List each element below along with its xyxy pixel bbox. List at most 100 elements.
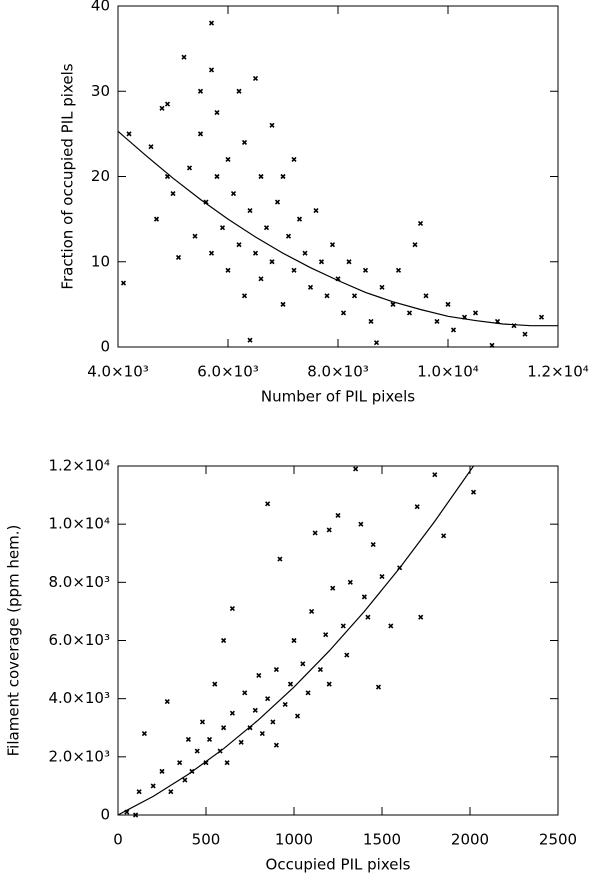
data-point [434, 318, 440, 324]
data-point [229, 710, 235, 716]
data-point [126, 131, 132, 137]
data-point [358, 521, 364, 527]
x-tick-label: 4.0×10³ [87, 363, 149, 381]
data-point [368, 318, 374, 324]
data-point [347, 579, 353, 585]
data-point [192, 233, 198, 239]
data-point [181, 54, 187, 60]
data-point [241, 139, 248, 145]
data-point [259, 731, 265, 737]
data-point [247, 208, 253, 214]
data-point [141, 731, 147, 737]
data-point [273, 667, 279, 673]
x-tick-label: 500 [192, 831, 221, 849]
data-point [182, 777, 188, 783]
data-point [379, 284, 385, 290]
data-point [450, 327, 457, 333]
data-point [252, 707, 258, 713]
data-point [252, 75, 259, 82]
data-point [258, 173, 264, 180]
data-point [168, 789, 174, 795]
data-point [538, 314, 545, 320]
data-point [236, 88, 242, 94]
data-point [224, 760, 230, 766]
data-point [265, 501, 271, 507]
y-tick-label: 1.2×10⁴ [48, 457, 110, 475]
data-point [242, 690, 248, 696]
data-point [280, 173, 286, 180]
data-point [185, 736, 191, 742]
data-point [296, 216, 303, 222]
data-point [199, 719, 206, 725]
data-point [282, 701, 288, 708]
data-point [270, 719, 276, 725]
y-tick-label: 0 [100, 338, 110, 356]
data-point [329, 242, 336, 248]
data-point [225, 156, 231, 163]
x-tick-label: 2500 [539, 831, 577, 849]
x-tick-label: 8.0×10³ [307, 363, 369, 381]
data-point [313, 208, 319, 214]
y-tick-label: 0 [100, 806, 110, 824]
data-point [335, 512, 341, 519]
y-axis-label: Filament coverage (ppm hem.) [5, 525, 23, 757]
data-point [159, 105, 165, 111]
data-point [256, 672, 262, 678]
data-point [225, 267, 231, 273]
data-point [362, 267, 369, 273]
data-point [365, 614, 371, 620]
data-point [285, 233, 292, 239]
data-point [159, 768, 165, 774]
y-axis-label: Fraction of occupied PIL pixels [59, 63, 77, 289]
y-tick-label: 6.0×10³ [48, 631, 110, 649]
data-point [265, 696, 271, 702]
data-point [208, 67, 215, 73]
data-point [208, 250, 215, 256]
data-point [353, 466, 359, 472]
data-point [203, 199, 209, 205]
y-tick-label: 10 [91, 252, 110, 270]
data-point [445, 301, 451, 307]
data-point [417, 220, 424, 226]
data-point [219, 225, 226, 231]
fit-curve [117, 465, 475, 816]
data-point [379, 573, 385, 580]
data-point [318, 259, 325, 265]
y-tick-label: 30 [91, 82, 110, 100]
data-point [418, 614, 424, 620]
y-tick-label: 4.0×10³ [48, 689, 110, 707]
data-point [406, 310, 413, 316]
data-point [373, 340, 380, 346]
data-point [214, 173, 220, 180]
x-tick-label: 1500 [363, 831, 401, 849]
data-point [263, 225, 270, 231]
data-point [326, 681, 332, 687]
data-point [133, 812, 139, 818]
data-point [238, 739, 244, 745]
data-point [388, 623, 394, 629]
data-point [221, 637, 227, 644]
data-point [273, 742, 279, 748]
data-point [252, 250, 259, 256]
x-axis-label: Number of PIL pixels [261, 388, 415, 406]
data-point [175, 254, 182, 261]
data-point [150, 783, 156, 789]
data-point [522, 331, 528, 337]
data-point [291, 156, 297, 163]
data-point [291, 267, 297, 273]
data-point [346, 259, 352, 265]
data-point [197, 131, 204, 137]
data-point [375, 684, 382, 690]
data-point [323, 632, 329, 638]
data-point [423, 293, 429, 299]
data-point [241, 293, 248, 299]
data-point [340, 310, 347, 316]
data-point [247, 337, 253, 343]
y-tick-label: 8.0×10³ [48, 573, 110, 591]
data-point [269, 259, 275, 265]
data-point [472, 310, 479, 316]
data-point [326, 527, 332, 533]
data-point [470, 489, 477, 495]
data-point [148, 144, 154, 150]
data-point [236, 242, 242, 248]
